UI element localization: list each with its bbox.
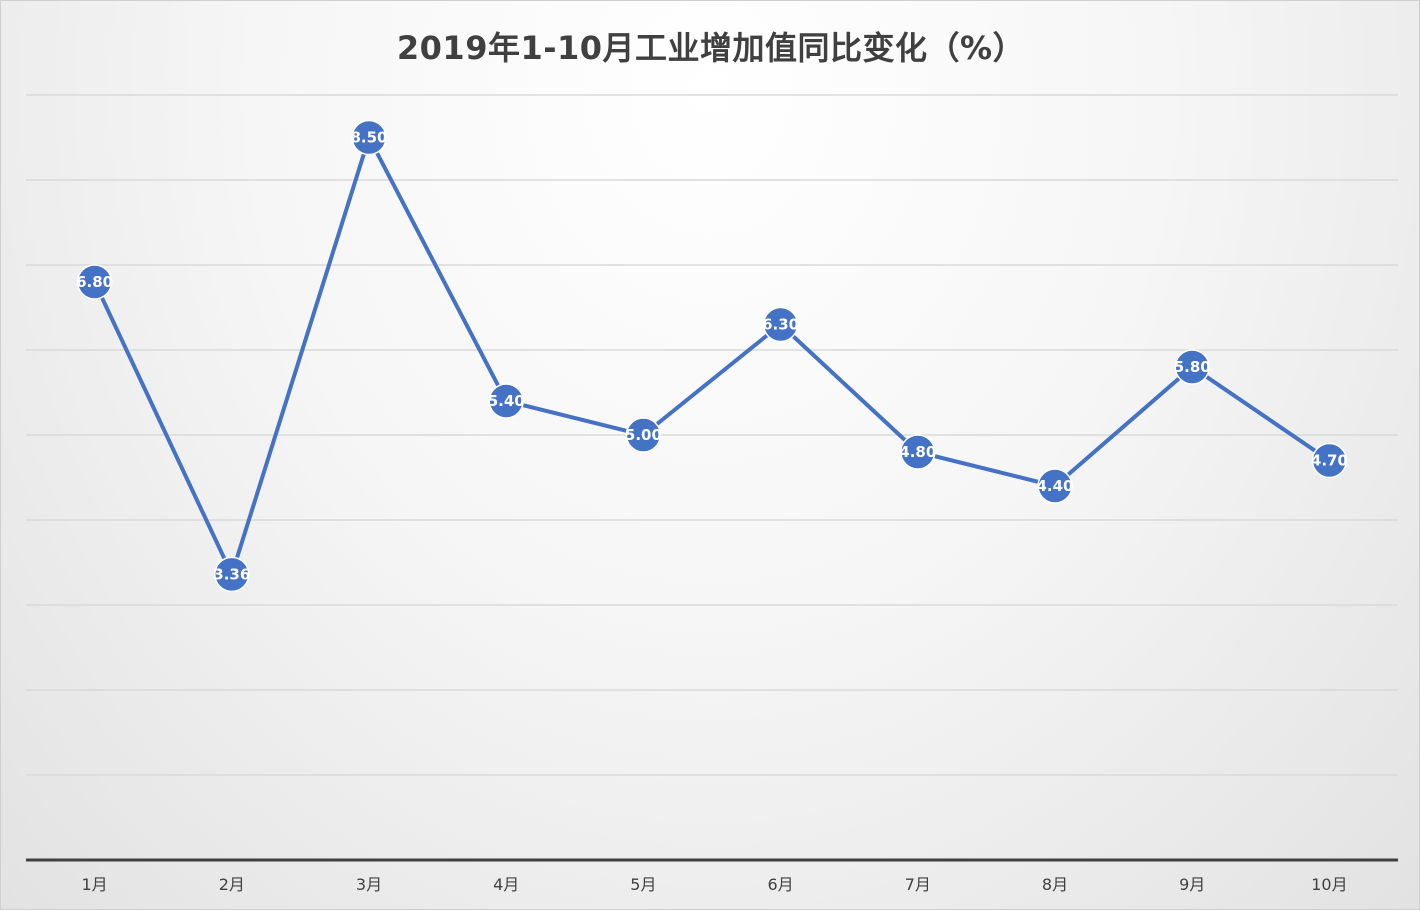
data-point-marker [1311, 442, 1348, 479]
x-tick-label: 10月 [1311, 875, 1347, 894]
x-tick-labels: 1月 2月 3月 4月 5月 6月 7月 8月 9月 10月 [82, 875, 1348, 894]
x-tick-label: 8月 [1042, 875, 1068, 894]
data-point-marker [1037, 468, 1073, 504]
data-point-marker [488, 383, 524, 419]
data-label: 3.36 [213, 565, 250, 583]
data-label: 4.80 [899, 443, 936, 461]
x-tick-label: 1月 [82, 875, 108, 894]
chart-title: 2019年1-10月工业增加值同比变化（%） [396, 29, 1026, 67]
x-tick-label: 6月 [768, 875, 794, 894]
data-point-marker [625, 417, 662, 453]
series-group: 6.80 3.36 8.50 5.40 5.00 6.30 4.80 4.40 5.80 4.70 [76, 119, 1348, 593]
data-label: 5.40 [488, 392, 525, 410]
data-point-marker [900, 434, 936, 470]
x-tick-label: 3月 [356, 875, 382, 894]
x-tick-label: 4月 [493, 875, 519, 894]
data-label: 5.00 [625, 426, 662, 444]
data-label: 6.80 [76, 273, 113, 291]
data-label: 4.70 [1311, 452, 1348, 470]
data-point-marker [76, 264, 113, 300]
data-point-marker [214, 556, 250, 593]
data-label: 6.30 [762, 316, 799, 334]
data-point-marker [762, 306, 799, 343]
data-point-marker [351, 119, 387, 156]
series-line [92, 135, 1331, 577]
data-label: 5.80 [1174, 358, 1211, 376]
x-tick-label: 5月 [630, 875, 656, 894]
x-tick-label: 7月 [905, 875, 931, 894]
data-label: 8.50 [350, 129, 387, 147]
gridlines [26, 94, 1398, 776]
data-label: 4.40 [1036, 477, 1073, 495]
x-tick-label: 2月 [219, 875, 245, 894]
x-tick-label: 9月 [1179, 875, 1205, 894]
data-point-marker [1174, 349, 1210, 385]
